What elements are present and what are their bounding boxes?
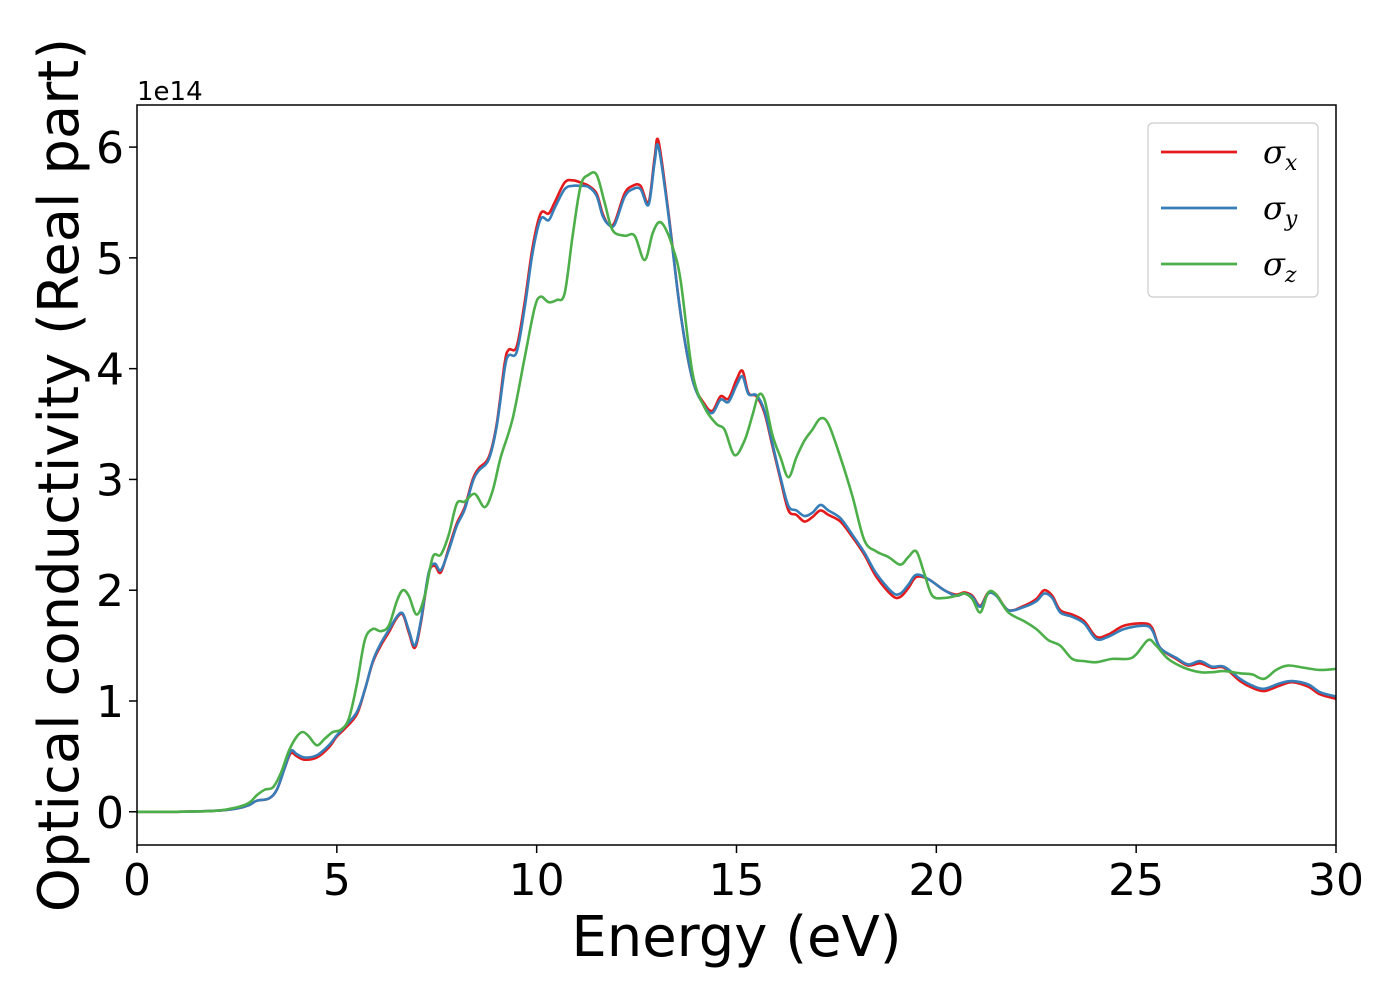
- legend: σx σy σz: [1147, 122, 1319, 298]
- y-offset-label: 1e14: [137, 77, 203, 107]
- x-tick-label: 25: [1108, 855, 1164, 906]
- y-tick-label: 3: [96, 455, 124, 506]
- x-tick-label: 30: [1308, 855, 1364, 906]
- y-tick-label: 6: [96, 123, 124, 174]
- x-tick-label: 15: [709, 855, 765, 906]
- series-layer: [136, 137, 1337, 814]
- y-tick-label: 0: [96, 788, 124, 839]
- series-line-z: [136, 170, 1337, 814]
- x-tick-label: 20: [908, 855, 964, 906]
- y-tick-label: 4: [96, 345, 124, 396]
- y-tick-label: 5: [96, 234, 124, 285]
- x-tick-label: 5: [323, 855, 351, 906]
- legend-label-z: σz: [1263, 245, 1297, 288]
- y-tick-label: 1: [96, 677, 124, 728]
- y-axis-title: Optical conductivity (Real part): [27, 38, 92, 912]
- y-axis-ticks: 0 1 2 3 4 5 6: [96, 123, 137, 839]
- x-axis-ticks: 0 5 10 15 20 25 30: [123, 845, 1364, 906]
- legend-label-y: σy: [1263, 189, 1298, 232]
- x-tick-label: 0: [123, 855, 151, 906]
- legend-label-x: σx: [1263, 133, 1298, 176]
- x-axis-title: Energy (eV): [571, 905, 901, 970]
- x-tick-label: 10: [509, 855, 565, 906]
- series-line-y: [136, 143, 1337, 814]
- y-tick-label: 2: [96, 566, 124, 617]
- legend-box: [1147, 122, 1319, 298]
